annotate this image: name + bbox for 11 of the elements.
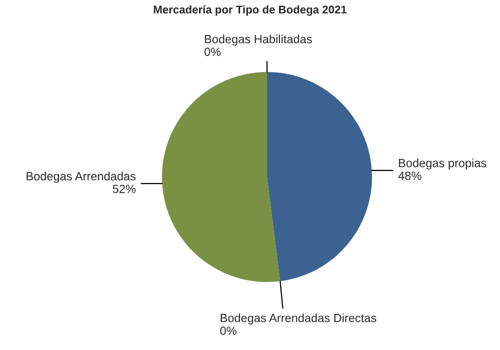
slice-label: Bodegas Arrendadas (26, 172, 136, 183)
pie-slice (162, 72, 280, 282)
data-label: 48% (398, 172, 422, 180)
chart-title: Mercadería por Tipo de Bodega 2021 (154, 5, 347, 16)
data-label: 52% (112, 184, 136, 194)
text: 0% (204, 48, 221, 56)
slice-label: Bodegas propias (399, 158, 486, 170)
legend-label: Bodegas Arrendadas Directas (220, 314, 376, 325)
category-label: Bodegas Habilitadas (204, 34, 312, 46)
text: 0% (220, 326, 236, 335)
pie-slice (267, 72, 372, 282)
